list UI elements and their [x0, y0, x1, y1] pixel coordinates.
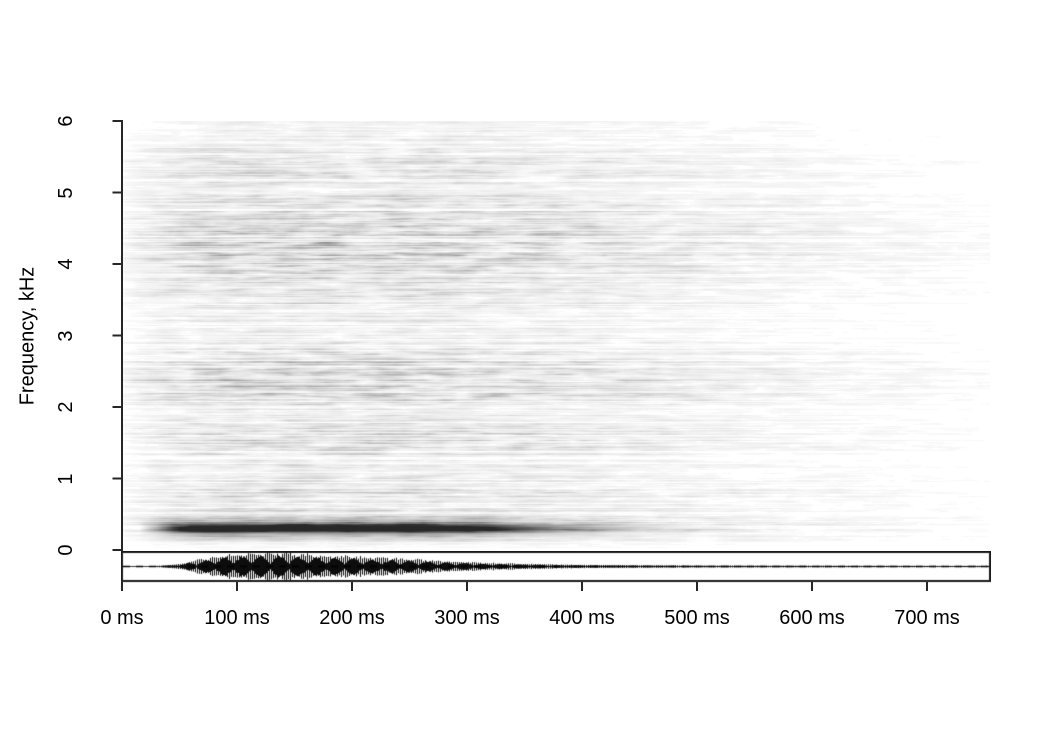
y-axis-title: Frequency, kHz [16, 266, 39, 406]
x-tick-label: 0 ms [100, 607, 144, 629]
x-tick-label: 700 ms [894, 607, 960, 629]
y-tick-label: 3 [55, 329, 77, 342]
y-tick-label: 4 [55, 258, 77, 270]
y-tick-label: 1 [55, 472, 77, 485]
x-tick-label: 500 ms [664, 607, 730, 629]
y-tick-label: 0 [55, 544, 77, 556]
x-tick-label: 400 ms [549, 607, 615, 629]
y-tick-label: 2 [55, 401, 77, 413]
x-tick-label: 100 ms [204, 607, 270, 629]
x-tick-label: 600 ms [779, 607, 845, 629]
y-tick-label: 6 [55, 115, 77, 127]
x-tick-label: 200 ms [319, 607, 385, 629]
spectrogram-canvas [122, 121, 990, 551]
oscillogram-canvas [121, 551, 991, 583]
y-tick-label: 5 [55, 186, 77, 199]
x-tick-label: 300 ms [434, 607, 500, 629]
